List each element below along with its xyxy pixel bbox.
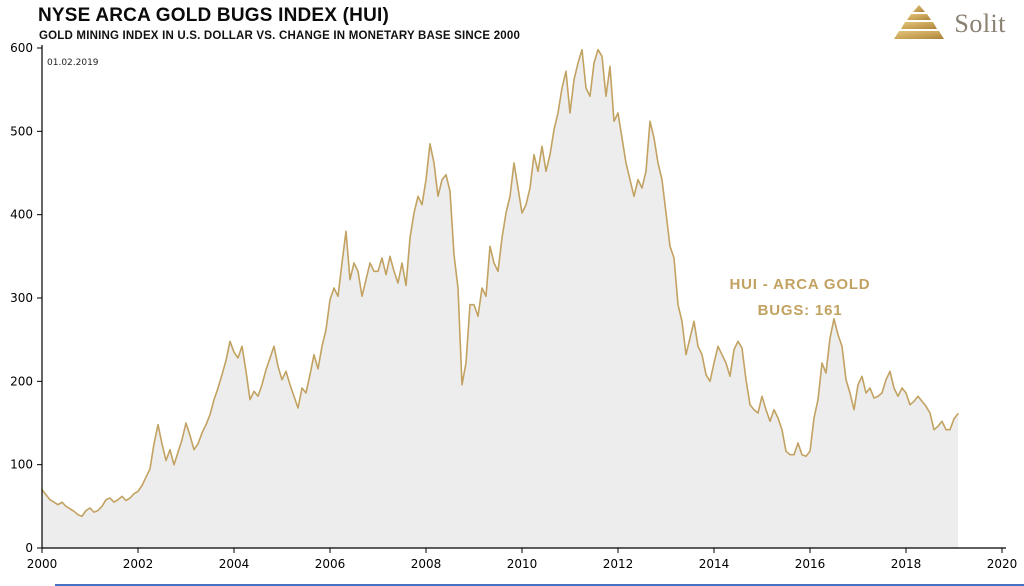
date-label: 01.02.2019 bbox=[47, 58, 99, 68]
y-tick-label: 400 bbox=[10, 208, 33, 222]
hui-value-annotation: HUI - ARCA GOLD BUGS: 161 bbox=[700, 272, 900, 324]
x-tick-label: 2014 bbox=[699, 557, 730, 571]
page-title: NYSE ARCA GOLD BUGS INDEX (HUI) bbox=[38, 5, 390, 26]
x-tick-label: 2012 bbox=[603, 557, 634, 571]
solit-logo: Solit bbox=[893, 4, 1006, 44]
logo-text: Solit bbox=[954, 9, 1006, 38]
bottom-blue-line bbox=[55, 584, 1024, 586]
y-tick-label: 200 bbox=[10, 374, 33, 388]
hui-line bbox=[41, 48, 959, 518]
x-tick-label: 2002 bbox=[123, 557, 154, 571]
y-tick-label: 0 bbox=[25, 541, 33, 555]
y-tick-label: 300 bbox=[10, 291, 33, 305]
hui-area-fill bbox=[42, 49, 958, 548]
annotation-line-1: HUI - ARCA GOLD bbox=[729, 276, 871, 293]
y-tick-label: 500 bbox=[10, 124, 33, 138]
x-tick-label: 2008 bbox=[411, 557, 442, 571]
x-tick-label: 2010 bbox=[507, 557, 538, 571]
x-tick-label: 2004 bbox=[219, 557, 250, 571]
x-tick-label: 2000 bbox=[27, 557, 58, 571]
x-tick-label: 2020 bbox=[987, 557, 1018, 571]
x-tick-label: 2018 bbox=[891, 557, 922, 571]
y-tick-label: 100 bbox=[10, 458, 33, 472]
x-tick-label: 2016 bbox=[795, 557, 826, 571]
chart-subtitle: GOLD MINING INDEX IN U.S. DOLLAR VS. CHA… bbox=[39, 30, 521, 42]
annotation-line-2: BUGS: 161 bbox=[757, 302, 843, 319]
gold-pyramid-icon bbox=[894, 5, 945, 39]
y-tick-label: 600 bbox=[10, 41, 33, 55]
x-tick-label: 2006 bbox=[315, 557, 346, 571]
